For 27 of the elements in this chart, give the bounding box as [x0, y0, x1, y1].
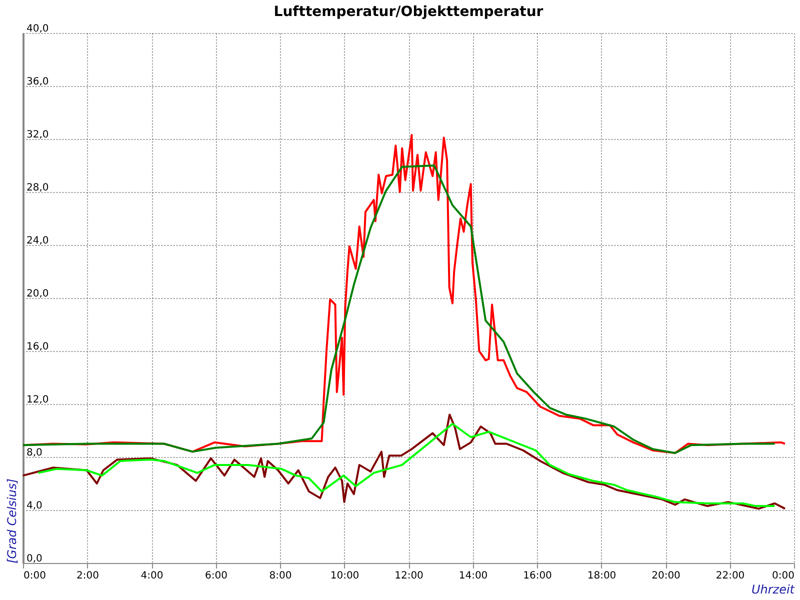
- y-tick-label: 4,0: [26, 500, 42, 512]
- x-tick-label: 18:00: [587, 570, 616, 582]
- x-tick-label: 2:00: [76, 570, 99, 582]
- y-tick-label: 20,0: [26, 288, 49, 300]
- y-tick-label: 40,0: [26, 24, 49, 34]
- y-tick-label: 28,0: [26, 182, 49, 194]
- x-tick-label: 8:00: [269, 570, 292, 582]
- x-tick-label: 6:00: [205, 570, 228, 582]
- x-tick-label: 0:00: [772, 570, 794, 582]
- x-tick-label: 20:00: [652, 570, 680, 582]
- x-tick-label: 4:00: [140, 570, 164, 582]
- y-tick-label: 24,0: [26, 236, 49, 246]
- x-tick-label: 10:00: [330, 570, 360, 582]
- x-tick-label: 12:00: [394, 570, 424, 582]
- y-tick-label: 8,0: [26, 448, 42, 458]
- y-axis-title: [Grad Celsius]: [5, 478, 19, 564]
- y-tick-label: 12,0: [26, 394, 49, 406]
- x-tick-label: 0:00: [24, 570, 46, 582]
- chart-title: Lufttemperatur/Objekttemperatur: [274, 4, 544, 20]
- x-axis-title: Uhrzeit: [751, 582, 796, 596]
- y-tick-label: 32,0: [26, 130, 49, 140]
- y-tick-label: 0,0: [26, 554, 42, 564]
- x-tick-label: 14:00: [458, 570, 488, 582]
- x-tick-label: 16:00: [523, 570, 552, 582]
- y-tick-label: 36,0: [26, 76, 49, 88]
- x-tick-label: 22:00: [716, 570, 745, 582]
- y-tick-label: 16,0: [26, 342, 49, 352]
